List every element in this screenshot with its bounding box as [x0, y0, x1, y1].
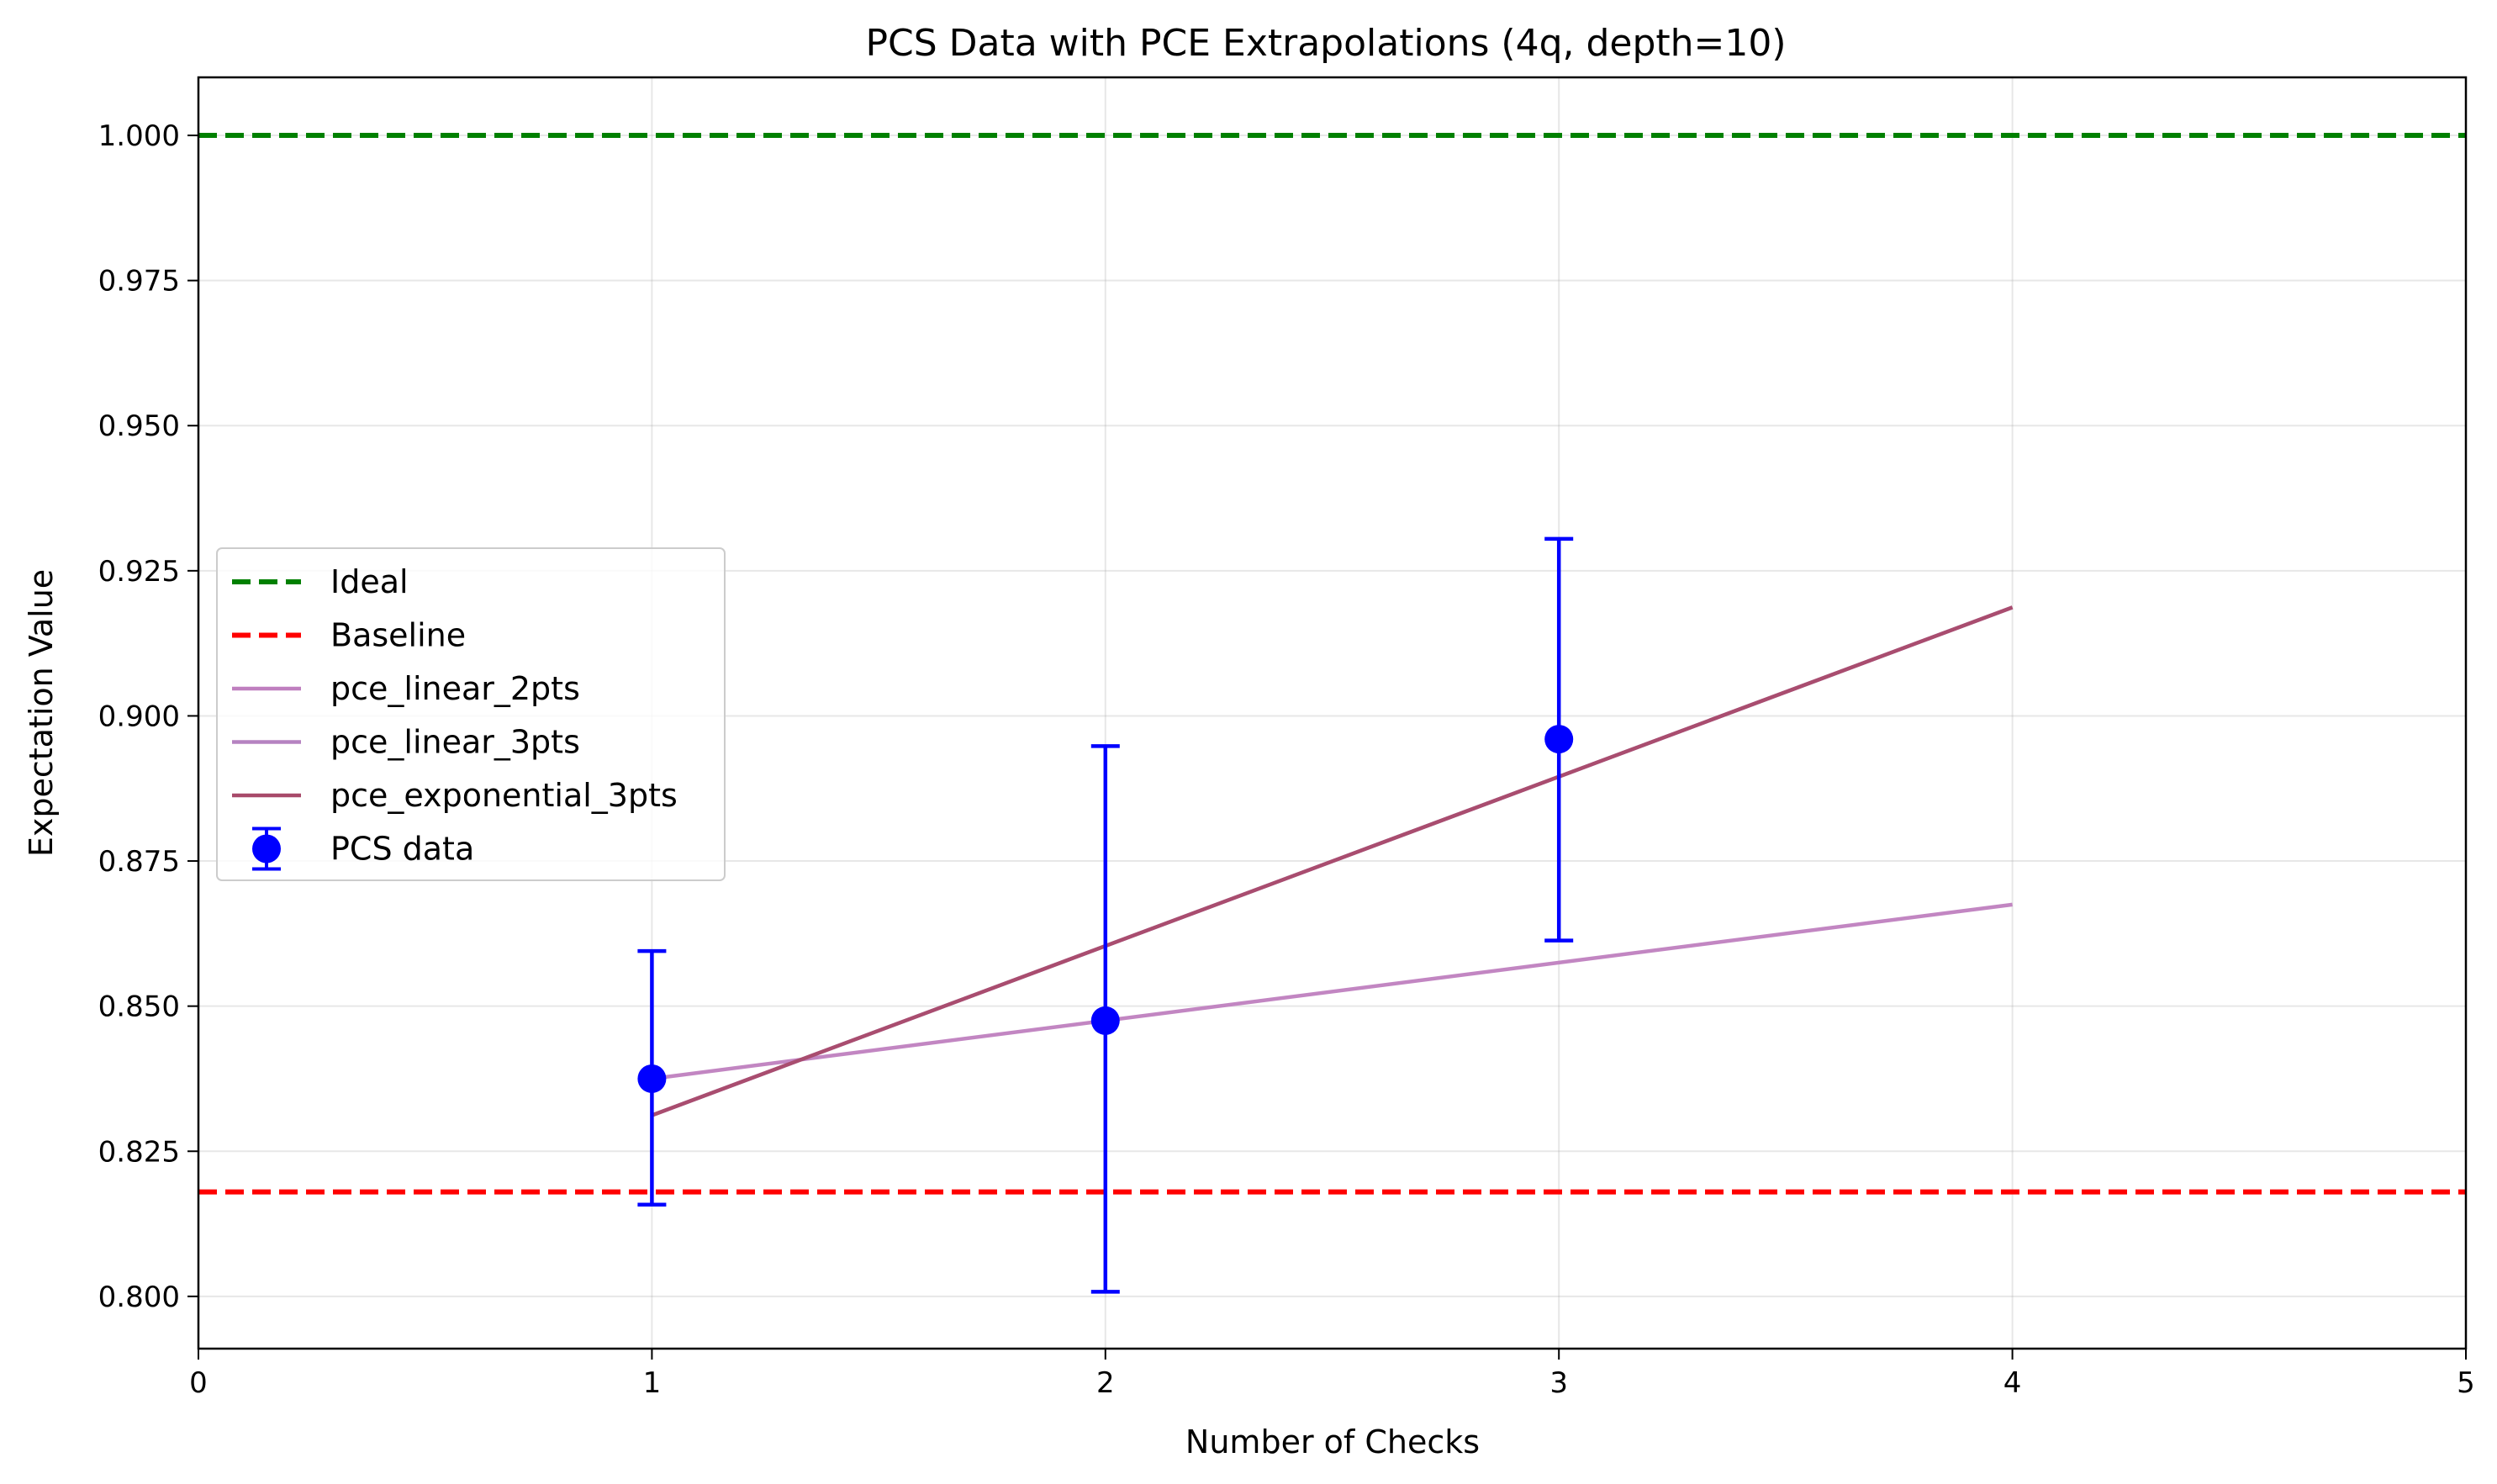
- legend-label: Ideal: [330, 563, 409, 600]
- series-lines: [651, 605, 2014, 1117]
- x-tick-label: 5: [2457, 1366, 2475, 1400]
- legend-label: Baseline: [330, 617, 466, 654]
- pcs-data-points: [637, 536, 1574, 1294]
- pce-linear-2pts-line: [652, 902, 2013, 1081]
- legend-label: pce_linear_2pts: [330, 670, 580, 707]
- x-tick-label: 3: [1549, 1366, 1568, 1400]
- y-tick-label: 0.950: [98, 409, 180, 443]
- legend-box: [216, 547, 726, 881]
- y-tick-label: 0.975: [98, 265, 180, 298]
- y-tick-label: 0.925: [98, 555, 180, 589]
- legend: Ideal Baseline pce_linear_2pts pce_linear_3…: [216, 547, 726, 881]
- x-tick-label: 4: [2003, 1366, 2022, 1400]
- legend-label: PCS data: [330, 831, 474, 868]
- y-tick-label: 1.000: [98, 119, 180, 153]
- reference-lines: [198, 133, 2466, 1195]
- y-axis-label: Expectation Value: [23, 569, 60, 857]
- pce-exponential-3pts-line: [651, 605, 2014, 1117]
- y-tick-label: 0.900: [98, 700, 180, 733]
- y-tick-label: 0.850: [98, 990, 180, 1024]
- data-point: [1090, 1006, 1120, 1035]
- x-tick-label: 1: [643, 1366, 662, 1400]
- legend-swatch-marker: [252, 834, 281, 863]
- data-point: [1544, 725, 1574, 754]
- y-tick-label: 0.800: [98, 1281, 180, 1314]
- x-axis-label: Number of Checks: [1185, 1423, 1480, 1460]
- axis-ticks: 0 1 2 3 4 5 0.800 0.825 0.850 0.875 0.900 0.925 0.95…: [98, 119, 2475, 1400]
- data-point: [637, 1064, 667, 1093]
- legend-label: pce_linear_3pts: [330, 724, 580, 761]
- x-tick-label: 0: [189, 1366, 208, 1400]
- legend-label: pce_exponential_3pts: [330, 777, 678, 814]
- chart-title: PCS Data with PCE Extrapolations (4q, de…: [865, 22, 1786, 65]
- y-tick-label: 0.875: [98, 845, 180, 879]
- x-tick-label: 2: [1096, 1366, 1115, 1400]
- y-tick-label: 0.825: [98, 1135, 180, 1169]
- plot-frame: [197, 76, 2468, 1350]
